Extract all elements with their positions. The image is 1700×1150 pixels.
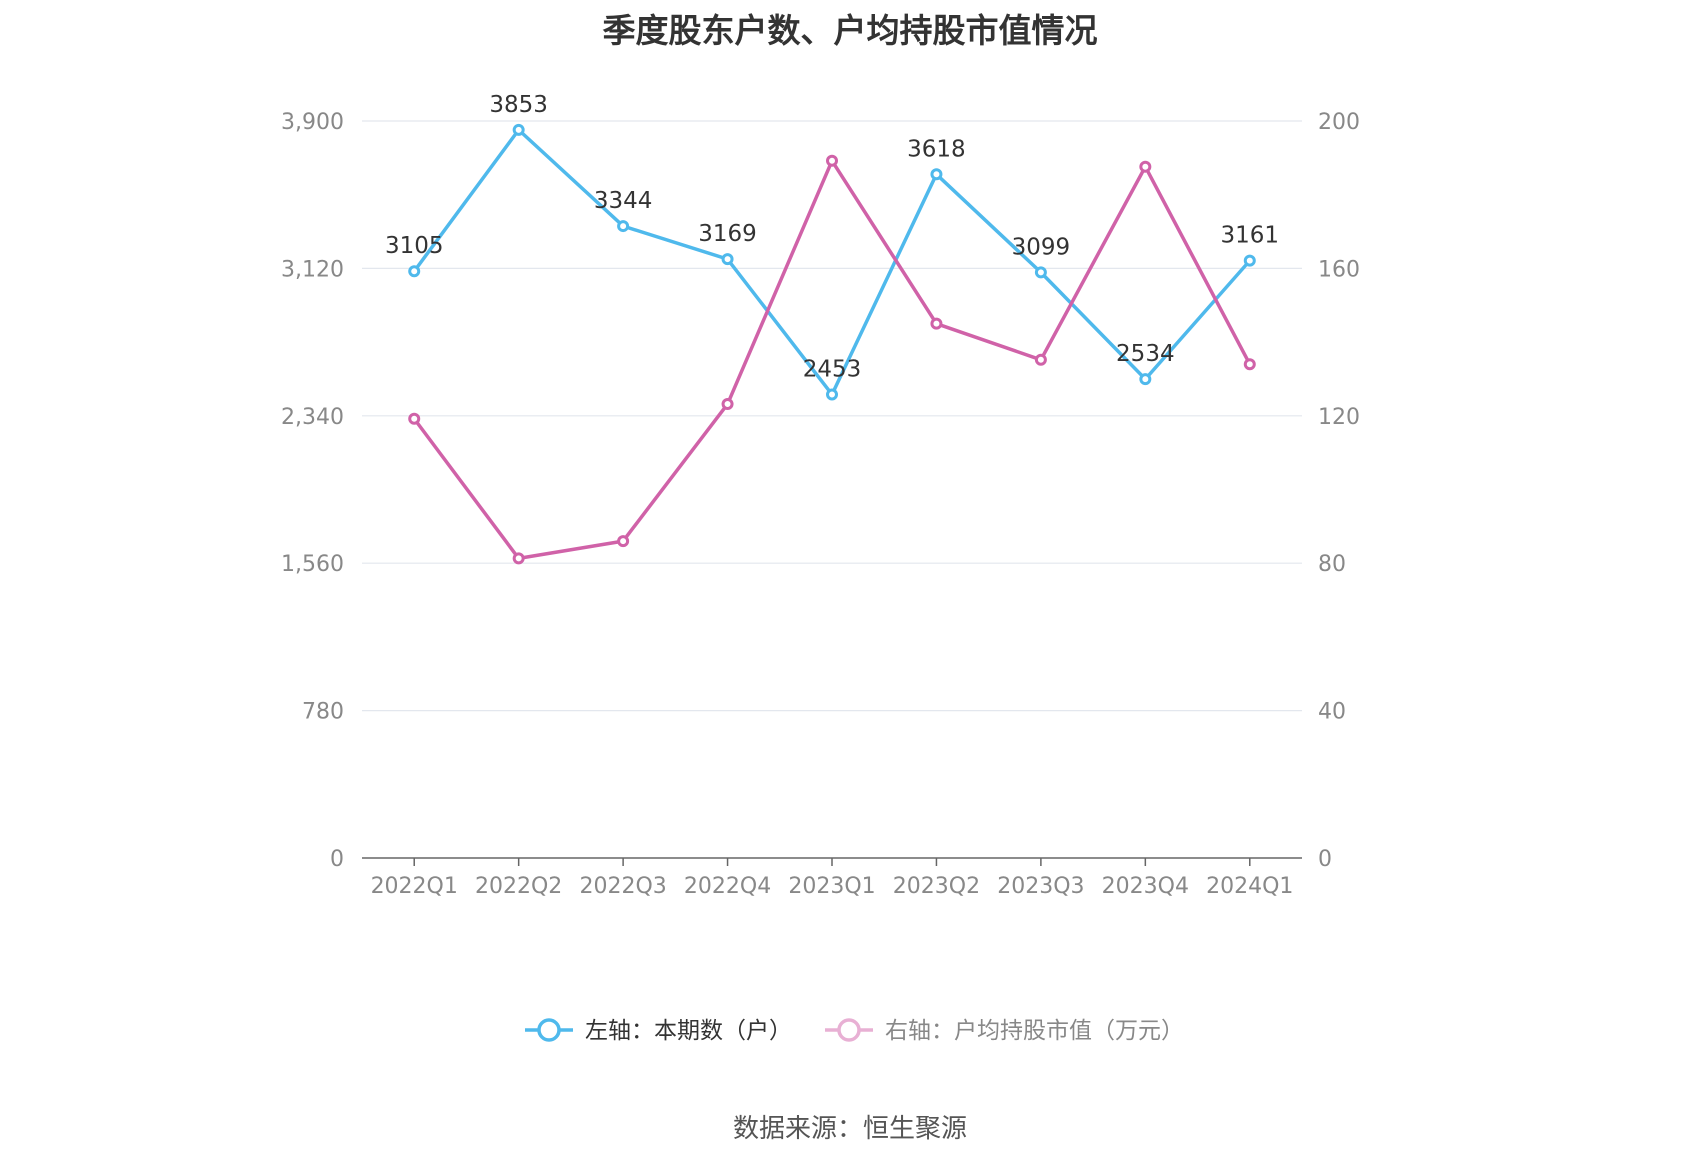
- data-label: 3161: [1221, 223, 1280, 249]
- legend-marker-1: [537, 1018, 561, 1042]
- data-point: [930, 168, 943, 181]
- y-right-tick-label: 40: [1318, 700, 1346, 725]
- legend-label-2: 右轴：户均持股市值（万元）: [885, 1018, 1184, 1044]
- data-label: 3105: [385, 233, 444, 259]
- x-tick-label: 2023Q2: [893, 874, 980, 899]
- y-right-tick-label: 80: [1318, 552, 1346, 577]
- data-point: [617, 535, 630, 548]
- x-tick-label: 2023Q1: [788, 874, 875, 899]
- data-point: [1243, 358, 1256, 371]
- data-point: [1034, 266, 1047, 279]
- chart-title: 季度股东户数、户均持股市值情况: [602, 11, 1098, 50]
- data-point: [721, 253, 734, 266]
- x-tick-label: 2022Q4: [684, 874, 771, 899]
- y-left-tick-label: 3,900: [281, 110, 344, 135]
- data-point: [408, 265, 421, 278]
- data-label: 3099: [1012, 234, 1071, 260]
- data-point: [721, 398, 734, 411]
- data-point: [408, 412, 421, 425]
- data-point: [930, 317, 943, 330]
- data-point: [826, 388, 838, 401]
- y-left-tick-label: 2,340: [281, 405, 344, 430]
- y-left-tick-label: 3,120: [281, 257, 344, 282]
- y-left-tick-label: 0: [330, 847, 344, 872]
- legend-label-1: 左轴：本期数（户）: [585, 1018, 792, 1044]
- y-left-tick-label: 1,560: [281, 552, 344, 577]
- x-tick-label: 2022Q2: [475, 874, 562, 899]
- y-right-tick-label: 0: [1318, 847, 1332, 872]
- data-label: 3853: [489, 92, 548, 118]
- y-left-tick-label: 780: [302, 700, 344, 725]
- y-right-tick-label: 160: [1318, 257, 1360, 282]
- y-right-tick-label: 120: [1318, 405, 1360, 430]
- x-tick-label: 2022Q1: [371, 874, 458, 899]
- data-label: 2453: [803, 356, 862, 382]
- data-point: [826, 154, 838, 167]
- data-point: [1243, 254, 1256, 267]
- data-label: 2534: [1116, 341, 1175, 367]
- data-point: [1139, 373, 1152, 386]
- data-label: 3169: [698, 221, 757, 247]
- data-point: [512, 123, 525, 136]
- data-source: 数据来源：恒生聚源: [732, 1114, 967, 1144]
- data-label: 3618: [907, 136, 966, 162]
- data-point: [1139, 160, 1152, 173]
- data-point: [1034, 353, 1047, 366]
- x-tick-label: 2023Q3: [997, 874, 1084, 899]
- y-right-tick-label: 200: [1318, 110, 1360, 135]
- x-tick-label: 2022Q3: [579, 874, 666, 899]
- data-point: [617, 220, 630, 233]
- x-tick-label: 2023Q4: [1102, 874, 1189, 899]
- data-label: 3344: [594, 188, 653, 214]
- legend-marker-2: [837, 1018, 861, 1042]
- x-tick-label: 2024Q1: [1206, 874, 1293, 899]
- data-point: [512, 552, 525, 565]
